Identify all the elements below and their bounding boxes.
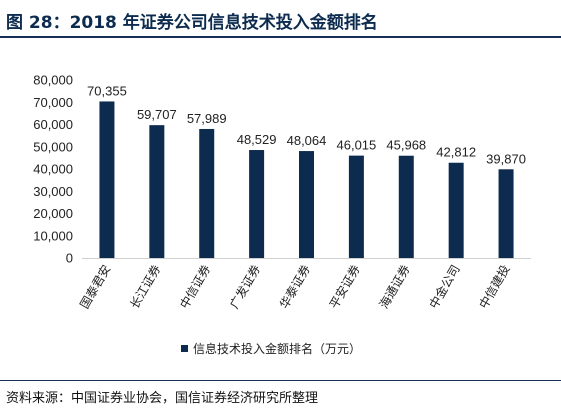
y-tick-label: 70,000 [33,95,73,110]
x-category-label: 华泰证券 [276,262,313,311]
bar [299,151,314,258]
legend-swatch [181,345,188,352]
bar [199,128,215,258]
bar [149,125,165,259]
x-category-label: 中金公司 [426,262,463,311]
x-category-label: 平安证券 [326,262,363,311]
source-note: 资料来源：中国证券业协会，国信证券经济研究所整理 [6,391,319,406]
bar-value-label: 57,989 [187,111,227,126]
chart-panel: 0 10,000 20,000 30,000 40,000 50,000 60,000 70,… [16,44,547,374]
x-category-label: 长江证券 [126,262,163,311]
x-category-label: 广发证券 [226,262,263,311]
bar [498,169,514,258]
bar-value-label: 48,064 [287,133,327,148]
y-tick-label: 40,000 [33,162,73,177]
bar-value-label: 48,529 [237,132,277,147]
bar-chart: 0 10,000 20,000 30,000 40,000 50,000 60,000 70,… [33,73,531,356]
figure-title: 图 28：2018 年证券公司信息技术投入金额排名 [6,13,378,33]
bar [448,162,464,258]
y-tick-label: 20,000 [33,206,73,221]
x-category-label: 中信证券 [176,262,213,311]
x-category-label: 中信建投 [476,262,513,311]
y-tick-label: 10,000 [33,228,73,243]
bar-value-label: 46,015 [337,138,377,153]
x-category-label: 海通证券 [376,262,413,311]
title-divider [0,36,561,38]
bar-value-label: 42,812 [436,145,476,160]
bar-value-label: 45,968 [386,138,426,153]
bar [249,150,265,258]
y-tick-label: 80,000 [33,73,73,88]
bar [398,155,414,258]
legend-label: 信息技术投入金额排名（万元） [193,341,361,356]
bar-value-label: 59,707 [137,107,177,122]
x-category-label: 国泰君安 [77,262,114,311]
source-divider [0,380,561,381]
bar [99,101,115,258]
bar-value-label: 39,870 [486,151,526,166]
y-tick-label: 0 [66,251,73,266]
bar-value-label: 70,355 [87,83,127,98]
y-tick-label: 30,000 [33,184,73,199]
y-tick-label: 60,000 [33,117,73,132]
y-tick-label: 50,000 [33,139,73,154]
bar [348,155,364,258]
